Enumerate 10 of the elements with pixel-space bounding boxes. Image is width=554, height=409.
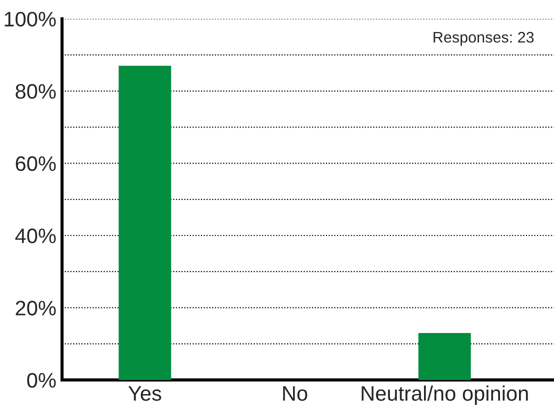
y-tick-label: 0% — [27, 372, 56, 388]
x-tick-label: No — [283, 386, 308, 401]
y-tick-label: 20% — [16, 300, 56, 316]
y-tick-label: 60% — [16, 156, 56, 172]
x-tick-label: Yes — [128, 386, 162, 401]
y-tick-label: 40% — [15, 228, 56, 244]
annotation: Responses: 23 — [434, 32, 534, 46]
y-tick-label: 100% — [4, 12, 56, 27]
x-tick-label: Neutral/no opinion — [362, 386, 528, 405]
y-tick-label: 80% — [16, 84, 56, 99]
